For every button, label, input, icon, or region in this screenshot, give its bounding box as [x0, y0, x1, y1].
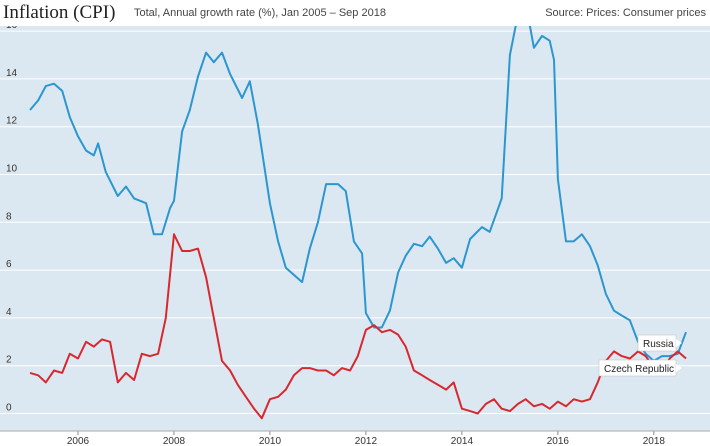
series-line-russia [29, 26, 687, 362]
chart-header: Inflation (CPI) Total, Annual growth rat… [0, 0, 710, 26]
y-axis: 0 2 4 6 8 10 12 14 16 [6, 26, 18, 414]
series-label-text-russia: Russia [643, 339, 674, 350]
y-tick-label-2: 2 [6, 355, 12, 366]
x-tick-label-2008: 2008 [163, 436, 186, 446]
series-label-czech-republic: Czech Republic [598, 359, 682, 377]
inflation-line-chart: 0246810121416 20062008201020122014201620… [0, 26, 710, 446]
chart-title: Inflation (CPI) [3, 2, 116, 23]
x-tick-label-2006: 2006 [67, 436, 90, 446]
x-tick-label-2016: 2016 [547, 436, 570, 446]
series-line-czech-republic [29, 233, 687, 420]
y-tick-label-8: 8 [6, 211, 12, 222]
y-tick-label-12: 12 [6, 116, 18, 127]
y-tick-label-6: 6 [6, 259, 12, 270]
x-tick-label-2018: 2018 [643, 436, 666, 446]
series-label-pointer-russia [676, 339, 682, 347]
y-tick-label-0: 0 [6, 403, 12, 414]
y-tick-label-14: 14 [6, 68, 18, 79]
x-tick-label-2012: 2012 [355, 436, 378, 446]
plot-background [0, 26, 710, 431]
x-tick-label-2014: 2014 [451, 436, 474, 446]
chart-source: Source: Prices: Consumer prices [545, 7, 706, 19]
y-tick-label-4: 4 [6, 307, 12, 318]
series-lines [29, 26, 687, 420]
y-tick-label-16: 16 [6, 26, 18, 31]
series-labels: Russia Czech Republic [598, 334, 682, 377]
chart-subtitle: Total, Annual growth rate (%), Jan 2005 … [134, 7, 386, 19]
series-label-pointer-czech-republic [676, 364, 682, 372]
y-tick-label-10: 10 [6, 164, 18, 175]
grid [0, 30, 710, 414]
series-label-text-czech-republic: Czech Republic [604, 364, 674, 375]
x-tick-label-2010: 2010 [259, 436, 282, 446]
x-axis: 2006 2008 2010 2012 2014 2016 2018 [0, 430, 710, 446]
series-label-russia: Russia [637, 334, 682, 352]
